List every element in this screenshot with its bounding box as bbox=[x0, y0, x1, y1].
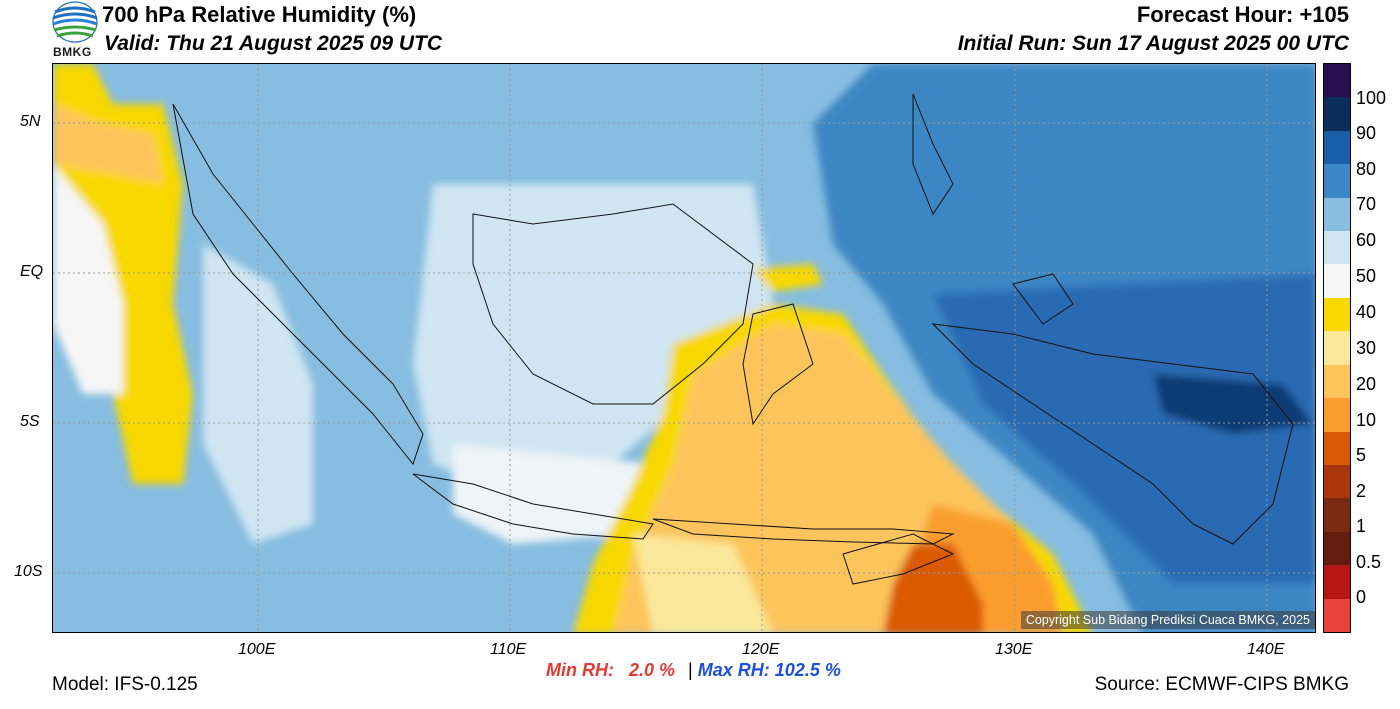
colorbar-label-1: 1 bbox=[1356, 516, 1367, 536]
rh-stats: Min RH: 2.0 % | Max RH: 102.5 % bbox=[546, 660, 841, 681]
lat-tick-5s: 5S bbox=[20, 413, 40, 430]
colorbar-label-70: 70 bbox=[1356, 194, 1377, 214]
colorbar-swatch bbox=[1324, 498, 1350, 533]
colorbar-swatch bbox=[1324, 598, 1350, 633]
lon-tick-120e: 120E bbox=[742, 641, 780, 658]
min-rh-label: Min RH: bbox=[546, 660, 614, 680]
colorbar-swatch bbox=[1324, 297, 1350, 332]
lon-tick-100e: 100E bbox=[238, 641, 276, 658]
colorbar-label-5: 5 bbox=[1356, 445, 1367, 465]
colorbar bbox=[1323, 63, 1351, 633]
min-rh-value: 2.0 % bbox=[629, 660, 676, 680]
colorbar-swatch bbox=[1324, 364, 1350, 399]
colorbar-swatch bbox=[1324, 264, 1350, 299]
colorbar-swatch bbox=[1324, 431, 1350, 466]
forecast-hour: Forecast Hour: +105 bbox=[1136, 2, 1349, 27]
logo-label: BMKG bbox=[53, 45, 92, 59]
colorbar-swatch bbox=[1324, 231, 1350, 265]
max-rh-label: Max RH: bbox=[697, 660, 770, 680]
map-title: 700 hPa Relative Humidity (%) bbox=[102, 2, 417, 27]
colorbar-swatch bbox=[1324, 164, 1350, 199]
colorbar-swatch bbox=[1324, 531, 1350, 566]
colorbar-label-40: 40 bbox=[1356, 302, 1377, 322]
colorbar-label-20: 20 bbox=[1356, 374, 1377, 394]
colorbar-swatch bbox=[1324, 97, 1350, 132]
colorbar-swatch bbox=[1324, 64, 1350, 98]
colorbar-swatch bbox=[1324, 565, 1350, 600]
colorbar-swatches bbox=[1324, 64, 1350, 633]
model-label: Model: IFS-0.125 bbox=[52, 674, 198, 695]
lon-tick-140e: 140E bbox=[1247, 641, 1285, 658]
lat-tick-10s: 10S bbox=[14, 563, 43, 580]
colorbar-label-2: 2 bbox=[1356, 481, 1367, 501]
humidity-map[interactable] bbox=[52, 63, 1316, 633]
lat-tick-eq: EQ bbox=[20, 263, 44, 280]
colorbar-label-80: 80 bbox=[1356, 159, 1377, 179]
lat-tick-5n: 5N bbox=[20, 113, 41, 130]
colorbar-label-30: 30 bbox=[1356, 338, 1377, 358]
colorbar-label-0-5: 0.5 bbox=[1356, 552, 1382, 572]
colorbar-swatch bbox=[1324, 331, 1350, 366]
source-label: Source: ECMWF-CIPS BMKG bbox=[1094, 674, 1349, 695]
stats-separator: | bbox=[688, 660, 693, 680]
colorbar-label-90: 90 bbox=[1356, 123, 1377, 143]
max-rh-value: 102.5 % bbox=[774, 660, 841, 680]
bmkg-logo bbox=[52, 1, 98, 43]
colorbar-swatch bbox=[1324, 130, 1350, 165]
colorbar-label-100: 100 bbox=[1356, 88, 1387, 108]
map-canvas bbox=[53, 64, 1315, 632]
colorbar-label-0: 0 bbox=[1356, 587, 1367, 607]
colorbar-swatch bbox=[1324, 398, 1350, 433]
colorbar-swatch bbox=[1324, 197, 1350, 232]
copyright-notice: Copyright Sub Bidang Prediksi Cuaca BMKG… bbox=[1020, 611, 1315, 629]
colorbar-label-10: 10 bbox=[1356, 410, 1377, 430]
lon-tick-130e: 130E bbox=[995, 641, 1033, 658]
lon-tick-110e: 110E bbox=[490, 641, 527, 658]
initial-run: Initial Run: Sun 17 August 2025 00 UTC bbox=[957, 32, 1349, 55]
colorbar-swatch bbox=[1324, 464, 1350, 499]
colorbar-label-60: 60 bbox=[1356, 230, 1377, 250]
colorbar-label-50: 50 bbox=[1356, 266, 1377, 286]
valid-time: Valid: Thu 21 August 2025 09 UTC bbox=[104, 32, 443, 55]
